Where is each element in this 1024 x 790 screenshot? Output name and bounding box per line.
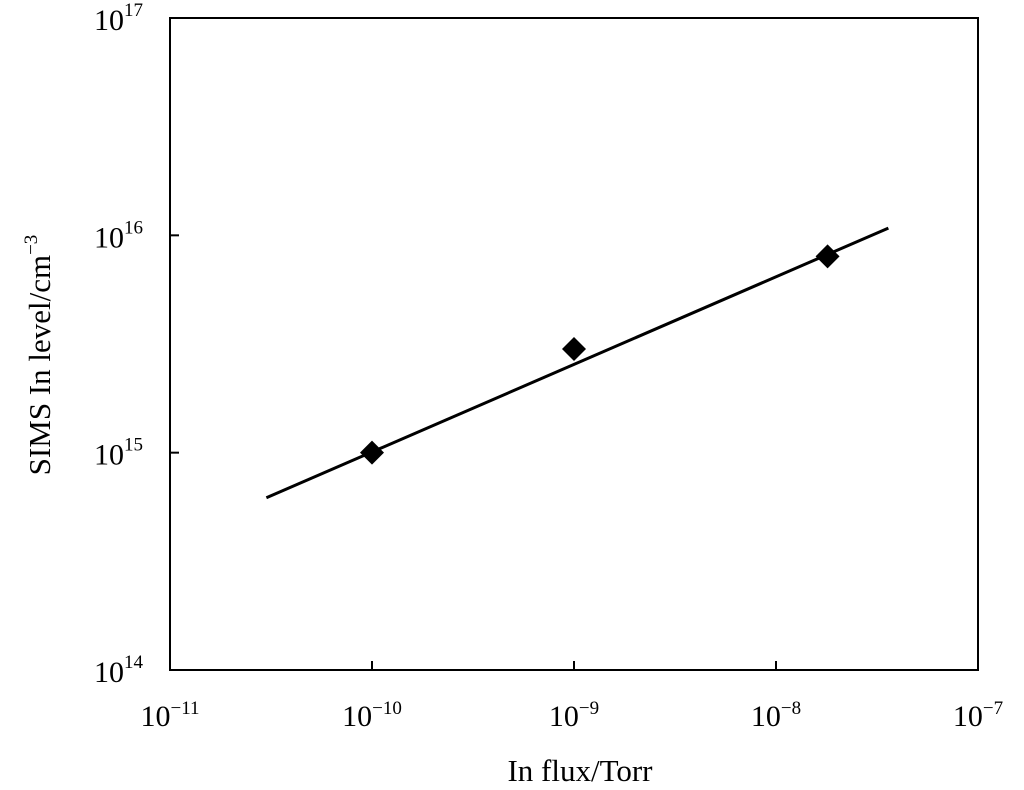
y-tick-label-exponent: 17 [124,0,143,21]
x-tick-label-base: 10 [140,700,170,733]
x-tick-label-exponent: −11 [170,698,199,719]
y-tick-label-base: 10 [94,221,124,254]
x-tick-label-base: 10 [751,700,781,733]
data-point-diamond [815,244,840,269]
y-tick-label: 1014 [94,652,144,689]
x-tick-label: 10−7 [953,698,1003,733]
x-tick-label: 10−10 [342,698,402,733]
x-tick-label-base: 10 [342,700,372,733]
y-axis-label: SIMS In level/cm−3 [21,235,57,476]
x-tick-label-base: 10 [953,700,983,733]
x-tick-label-base: 10 [549,700,579,733]
y-axis-label-exponent: −3 [21,235,42,255]
x-axis-label: In flux/Torr [507,753,653,788]
x-tick-label-exponent: −8 [781,698,801,719]
x-tick-label: 10−8 [751,698,801,733]
x-tick-label-exponent: −10 [372,698,402,719]
data-point-diamond [562,336,586,361]
x-axis-ticks: 10−11 10−10 10−9 10−8 10−7 [140,661,1003,733]
y-axis-label-base: SIMS In level/cm [22,255,57,475]
y-tick-label: 1016 [94,217,143,254]
y-tick-label-exponent: 14 [124,652,144,673]
y-tick-label-base: 10 [94,656,124,689]
data-point-diamond [360,440,384,465]
x-tick-label-exponent: −9 [579,698,599,719]
fit-line-group [265,226,889,500]
y-tick-label-exponent: 16 [124,217,143,238]
y-tick-label: 1015 [94,435,143,472]
x-tick-label-exponent: −7 [983,698,1003,719]
fit-line [265,226,889,500]
x-tick-label: 10−9 [549,698,599,733]
x-tick-label: 10−11 [140,698,199,733]
data-points [360,244,840,465]
y-tick-label-base: 10 [94,439,124,472]
y-tick-label-base: 10 [94,4,124,37]
y-tick-label-exponent: 15 [124,435,143,456]
y-tick-label: 1017 [94,0,143,37]
